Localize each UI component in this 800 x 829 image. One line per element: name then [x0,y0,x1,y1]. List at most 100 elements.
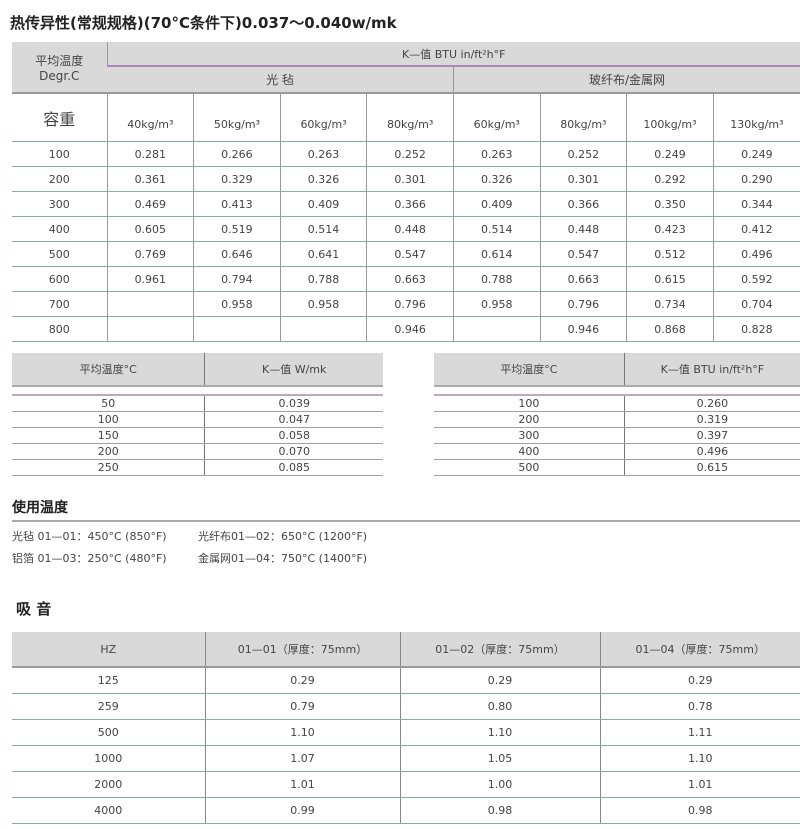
table-row: 4000 0.99 0.98 0.98 [12,797,800,824]
k-value-cell [106,316,194,342]
table-row: 50 0.039 [12,395,383,412]
k-value-cell: 0.252 [539,141,627,167]
k-value-cell: 0.828 [712,316,800,342]
k-value-cell [106,291,194,317]
k-value-cell: 0.519 [193,216,281,242]
absorption-cell: 0.29 [399,667,600,694]
k-value-cell: 0.409 [279,191,367,217]
k-value-cell: 0.796 [539,291,627,317]
k-value-cell: 0.350 [626,191,714,217]
column-header: HZ [12,632,205,668]
column-header: 01—02（厚度：75mm） [399,632,600,668]
k-value-cell: 0.646 [193,241,281,267]
absorption-cell: 0.29 [599,667,800,694]
table-row: 100 0.281 0.266 0.263 0.252 0.263 0.252 0.249 0.… [12,141,800,167]
table-row: 300 0.397 [434,427,800,444]
k-value-cell: 0.266 [193,141,281,167]
column-header: K—值 W/mk [204,353,383,387]
table-row: 500 0.769 0.646 0.641 0.547 0.614 0.547 0.512 0.… [12,241,800,267]
row-temp: 500 [12,241,108,267]
temp-cell: 100 [434,395,625,412]
table-row: 500 1.10 1.10 1.11 [12,719,800,746]
k-value-cell: 0.058 [204,427,383,444]
frequency-cell: 2000 [12,771,205,798]
k-value-cell: 0.958 [279,291,367,317]
column-header: 50kg/m³ [193,93,281,142]
k-value-cell: 0.070 [204,443,383,460]
row-temp: 800 [12,316,108,342]
k-value-cell: 0.958 [193,291,281,317]
k-value-cell: 0.496 [623,443,800,460]
k-value-cell: 0.423 [626,216,714,242]
usage-heading: 使用温度 [12,500,68,516]
k-value-cell: 0.605 [106,216,194,242]
table-row: 259 0.79 0.80 0.78 [12,693,800,720]
table-row: 200 0.319 [434,411,800,428]
k-value-cell: 0.514 [279,216,367,242]
temp-cell: 150 [12,427,205,444]
k-value-cell: 0.039 [204,395,383,412]
k-value-cell: 0.249 [626,141,714,167]
table-row: 100 0.047 [12,411,383,428]
frequency-cell: 1000 [12,745,205,772]
absorption-cell: 0.78 [599,693,800,720]
k-value-cell: 0.496 [712,241,800,267]
absorption-cell: 1.10 [399,719,600,746]
temp-cell: 100 [12,411,205,428]
kvalue-header: K—值 BTU in/ft²h°F [106,42,800,67]
table-row: 400 0.496 [434,443,800,460]
frequency-cell: 500 [12,719,205,746]
k-value-cell: 0.469 [106,191,194,217]
k-value-cell: 0.512 [626,241,714,267]
usage-item: 光毡 01—01：450°C (850°F) [12,530,167,543]
group-header: 光 毡 [107,66,454,94]
frequency-cell: 259 [12,693,205,720]
column-header: 100kg/m³ [626,93,714,142]
absorption-cell: 1.01 [599,771,800,798]
temp-cell: 300 [434,427,625,444]
k-value-cell: 0.319 [623,411,800,428]
k-value-cell: 0.366 [366,191,454,217]
k-value-cell: 0.769 [106,241,194,267]
k-value-cell [279,316,367,342]
k-value-cell: 0.448 [539,216,627,242]
k-value-cell: 0.547 [539,241,627,267]
page-title: 热传异性(常规规格)(70°C条件下)0.037～0.040w/mk [10,14,397,32]
table-row: 1000 1.07 1.05 1.10 [12,745,800,772]
temp-cell: 500 [434,459,625,476]
k-value-cell: 0.301 [539,166,627,192]
usage-item: 金属网01—04：750°C (1400°F) [198,552,368,565]
absorption-cell: 0.79 [204,693,400,720]
table-row: 700 0.958 0.958 0.796 0.958 0.796 0.734 0.704 [12,291,800,317]
k-value-cell: 0.301 [366,166,454,192]
column-header: 01—04（厚度：75mm） [599,632,800,668]
k-value-cell: 0.361 [106,166,194,192]
column-header: 01—01（厚度：75mm） [204,632,400,668]
sound-heading: 吸 音 [16,600,52,618]
absorption-cell: 0.99 [204,797,400,824]
column-header: 平均温度°C [12,353,205,387]
row-temp: 600 [12,266,108,292]
column-header: 60kg/m³ [279,93,367,142]
absorption-cell: 0.98 [599,797,800,824]
k-value-cell: 0.958 [452,291,541,317]
sound-absorption-table: HZ 01—01（厚度：75mm） 01—02（厚度：75mm） 01—04（厚度：7… [12,632,800,824]
k-value-cell: 0.412 [712,216,800,242]
usage-item: 铝箔 01—03：250°C (480°F) [12,552,167,565]
k-value-cell: 0.263 [452,141,541,167]
temp-cell: 50 [12,395,205,412]
frequency-cell: 4000 [12,797,205,824]
k-value-cell: 0.514 [452,216,541,242]
column-header: 40kg/m³ [106,93,194,142]
table-row: 150 0.058 [12,427,383,444]
k-value-cell: 0.788 [452,266,541,292]
k-value-cell: 0.794 [193,266,281,292]
column-header: 60kg/m³ [452,93,541,142]
density-label: 容重 [12,93,108,142]
k-value-cell: 0.592 [712,266,800,292]
row-temp: 100 [12,141,108,167]
k-value-cell: 0.249 [712,141,800,167]
k-value-cell [452,316,541,342]
absorption-cell: 0.80 [399,693,600,720]
table-row: 100 0.260 [434,395,800,412]
